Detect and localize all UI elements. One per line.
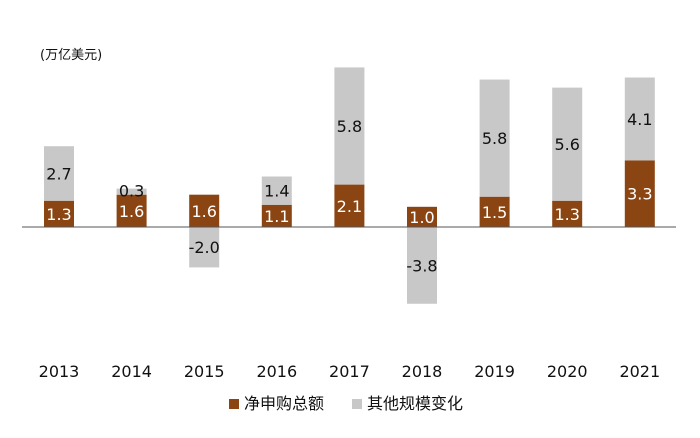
legend-label-other-change: 其他规模变化 bbox=[367, 394, 463, 413]
x-tick-label-2017: 2017 bbox=[329, 362, 370, 381]
data-label-other-change-2016: 1.4 bbox=[264, 182, 289, 201]
data-label-other-change-2013: 2.7 bbox=[46, 164, 71, 183]
x-tick-label-2013: 2013 bbox=[39, 362, 80, 381]
data-label-other-change-2021: 4.1 bbox=[627, 110, 652, 129]
x-tick-label-2018: 2018 bbox=[402, 362, 443, 381]
bar-net-subscription-2021 bbox=[624, 160, 655, 227]
x-tick-label-2015: 2015 bbox=[184, 362, 225, 381]
bars-group bbox=[44, 67, 655, 304]
bar-other-change-2014 bbox=[116, 188, 147, 195]
bar-other-change-2018 bbox=[407, 227, 437, 304]
data-label-net-subscription-2016: 1.1 bbox=[264, 207, 289, 226]
data-label-other-change-2015: -2.0 bbox=[189, 238, 220, 257]
data-label-other-change-2020: 5.6 bbox=[554, 135, 579, 154]
legend-swatch-other-change bbox=[352, 399, 362, 409]
data-label-net-subscription-2014: 1.6 bbox=[119, 202, 144, 221]
bar-net-subscription-2013 bbox=[44, 200, 74, 227]
legend-swatch-net-subscription bbox=[229, 399, 239, 409]
bar-other-change-2020 bbox=[552, 87, 583, 201]
bar-other-change-2019 bbox=[479, 79, 510, 197]
bar-net-subscription-2019 bbox=[479, 196, 510, 227]
unit-label: (万亿美元) bbox=[40, 48, 102, 63]
x-tick-label-2020: 2020 bbox=[547, 362, 588, 381]
data-labels: 1.32.71.60.31.6-2.01.11.42.15.81.0-3.81.… bbox=[46, 110, 652, 275]
bar-net-subscription-2016 bbox=[261, 204, 292, 227]
data-label-net-subscription-2021: 3.3 bbox=[627, 185, 652, 204]
data-label-net-subscription-2015: 1.6 bbox=[191, 202, 216, 221]
x-tick-label-2021: 2021 bbox=[619, 362, 660, 381]
data-label-net-subscription-2013: 1.3 bbox=[46, 205, 71, 224]
x-tick-label-2019: 2019 bbox=[474, 362, 515, 381]
bar-net-subscription-2017 bbox=[334, 184, 365, 227]
bar-other-change-2013 bbox=[44, 146, 74, 201]
bar-net-subscription-2015 bbox=[189, 194, 220, 227]
legend-label-net-subscription: 净申购总额 bbox=[244, 394, 324, 413]
bar-net-subscription-2020 bbox=[552, 200, 583, 227]
bar-other-change-2015 bbox=[189, 227, 220, 268]
bar-net-subscription-2014 bbox=[116, 194, 147, 227]
x-tick-label-2014: 2014 bbox=[111, 362, 152, 381]
data-label-other-change-2019: 5.8 bbox=[482, 129, 507, 148]
bar-other-change-2017 bbox=[334, 67, 365, 185]
x-tick-labels: 2013 2014 2015 2016 2017 2018 2019 2020 2021 bbox=[39, 362, 661, 381]
bar-net-subscription-2018 bbox=[407, 206, 437, 227]
x-tick-label-2016: 2016 bbox=[256, 362, 297, 381]
data-label-net-subscription-2020: 1.3 bbox=[554, 205, 579, 224]
bar-other-change-2021 bbox=[624, 77, 655, 161]
data-label-other-change-2014: 0.3 bbox=[119, 182, 144, 201]
data-label-net-subscription-2017: 2.1 bbox=[337, 197, 362, 216]
data-label-net-subscription-2019: 1.5 bbox=[482, 203, 507, 222]
data-label-other-change-2017: 5.8 bbox=[337, 117, 362, 136]
data-label-net-subscription-2018: 1.0 bbox=[409, 208, 434, 227]
bar-other-change-2016 bbox=[261, 176, 292, 205]
data-label-other-change-2018: -3.8 bbox=[406, 256, 437, 275]
legend: 净申购总额 其他规模变化 bbox=[229, 394, 463, 413]
